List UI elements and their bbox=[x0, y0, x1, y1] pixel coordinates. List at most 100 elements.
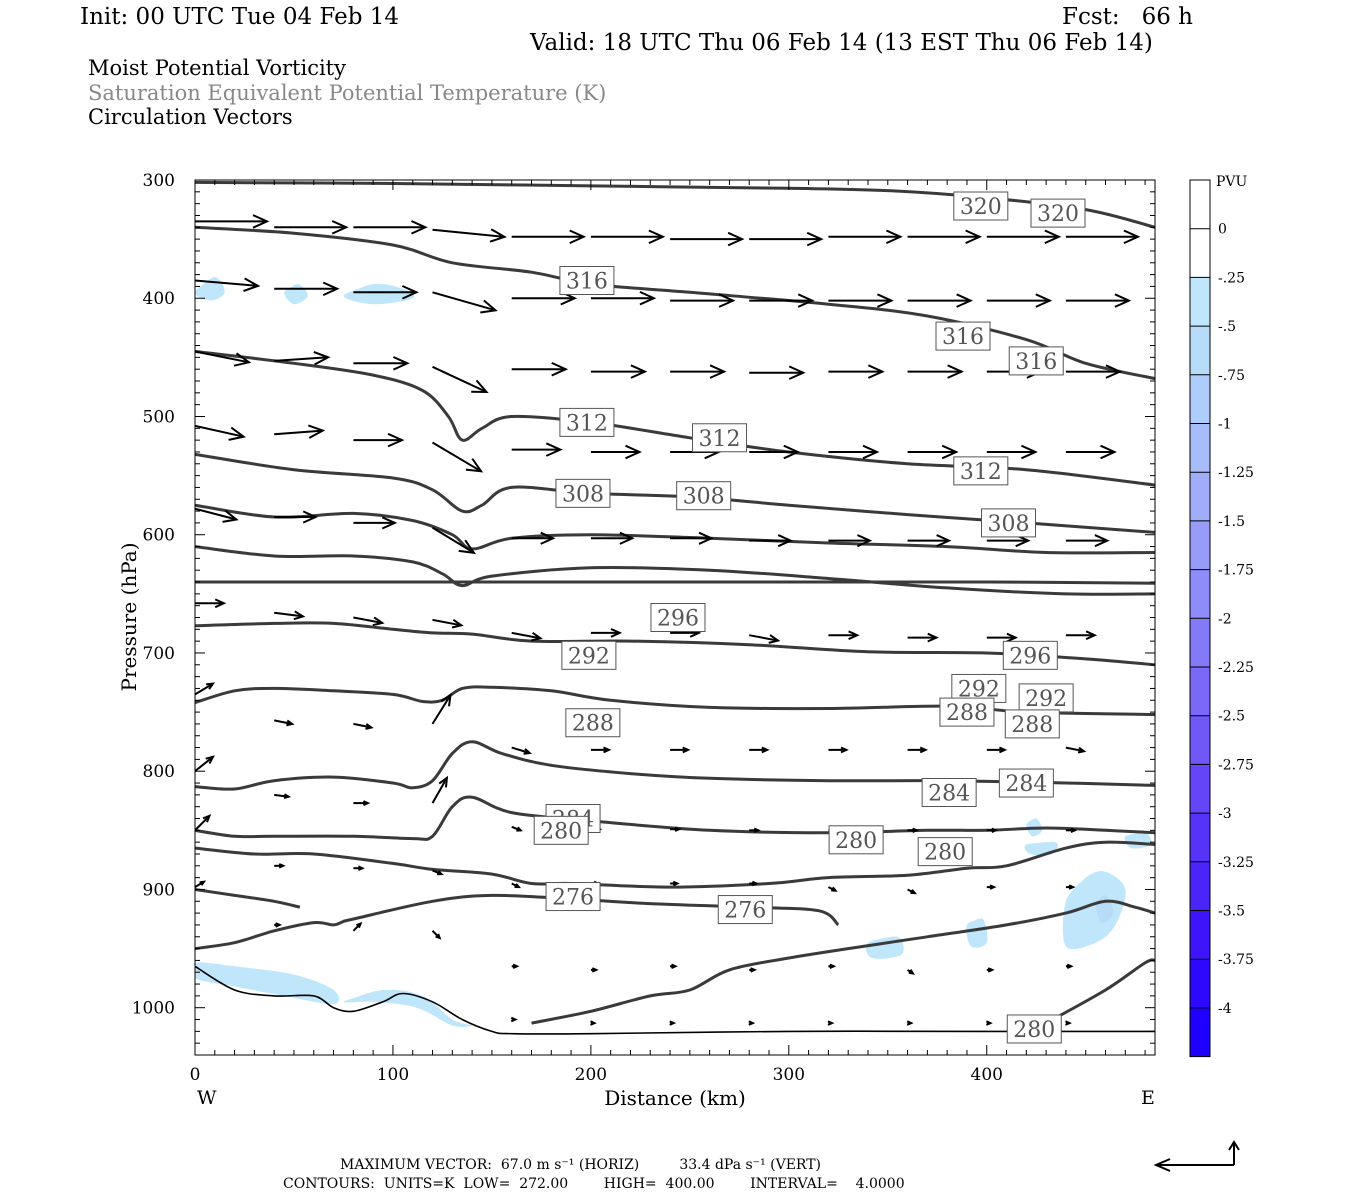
colorbar-label: -1.25 bbox=[1218, 465, 1254, 481]
colorbar-swatch bbox=[1190, 326, 1210, 375]
vector-shaft bbox=[431, 777, 448, 804]
circulation-vector bbox=[986, 229, 1062, 245]
circulation-vector bbox=[907, 293, 974, 308]
theta-contour-312 bbox=[195, 350, 1155, 487]
contour-label-box bbox=[921, 778, 977, 807]
circulation-vector bbox=[431, 693, 452, 725]
circulation-vector bbox=[431, 526, 476, 555]
colorbar-swatch bbox=[1190, 618, 1210, 667]
colorbar-swatch bbox=[1190, 667, 1210, 716]
colorbar-label: -1 bbox=[1218, 417, 1232, 433]
vector-head bbox=[856, 534, 873, 548]
vector-shaft bbox=[274, 719, 293, 725]
contour-label: 308 bbox=[562, 482, 604, 507]
vector-head bbox=[788, 365, 806, 380]
colorbar-swatch bbox=[1190, 520, 1210, 570]
circulation-vector bbox=[353, 356, 410, 371]
circulation-vector bbox=[749, 534, 794, 548]
x-axis-label: Distance (km) bbox=[604, 1086, 746, 1110]
vector-head bbox=[956, 293, 974, 308]
contour-label: 284 bbox=[1005, 772, 1047, 797]
vector-head bbox=[848, 630, 860, 641]
contour-label-box bbox=[939, 697, 995, 727]
contour-label: 296 bbox=[1009, 644, 1051, 669]
contour-label-box bbox=[692, 423, 748, 453]
theta-contour-unlabeled bbox=[195, 503, 1155, 555]
circulation-vector bbox=[274, 922, 283, 928]
circulation-vector bbox=[749, 444, 801, 460]
circulation-vector bbox=[590, 967, 599, 973]
vector-head bbox=[205, 755, 215, 765]
circulation-vector bbox=[431, 775, 449, 804]
circulation-vector bbox=[1065, 229, 1141, 245]
vector-shaft bbox=[195, 756, 214, 772]
theta-contours bbox=[195, 180, 1155, 1025]
circulation-vector bbox=[670, 963, 678, 970]
vector-head bbox=[440, 693, 452, 707]
vector-head bbox=[387, 432, 405, 448]
vector-head bbox=[228, 426, 246, 441]
circulation-vector bbox=[274, 863, 286, 869]
circulation-vector bbox=[906, 1020, 914, 1026]
vector-shaft bbox=[274, 611, 304, 618]
circulation-vector bbox=[670, 364, 727, 379]
reference-vector bbox=[1153, 1140, 1240, 1172]
colorbar-label: -3.5 bbox=[1218, 904, 1245, 920]
colorbar-label: -2 bbox=[1218, 611, 1232, 627]
colorbar-swatch bbox=[1190, 277, 1210, 327]
vector-head bbox=[465, 458, 484, 473]
vector-head bbox=[523, 748, 533, 755]
colorbar-label: -1.5 bbox=[1218, 514, 1245, 530]
vector-head bbox=[202, 814, 212, 823]
circulation-vector bbox=[1065, 534, 1110, 548]
circulation-vector bbox=[828, 746, 849, 754]
vector-head bbox=[307, 424, 326, 439]
circulation-vector bbox=[431, 441, 484, 473]
vector-head bbox=[451, 618, 464, 629]
circulation-vectors bbox=[195, 214, 1141, 1026]
circulation-vector bbox=[352, 921, 363, 932]
terrain-line bbox=[195, 965, 1155, 1035]
vector-head bbox=[313, 351, 331, 366]
circulation-vector bbox=[907, 746, 929, 754]
circulation-vector bbox=[195, 682, 216, 696]
vector-head bbox=[569, 229, 587, 245]
contour-label: 284 bbox=[928, 782, 970, 807]
vector-head bbox=[1105, 364, 1123, 379]
vector-shaft bbox=[195, 279, 259, 287]
vector-head bbox=[908, 969, 916, 975]
circulation-vector bbox=[195, 598, 227, 609]
vector-shaft bbox=[274, 429, 323, 436]
circulation-vector bbox=[907, 444, 959, 460]
contour-label-box bbox=[533, 815, 589, 845]
vector-head bbox=[718, 293, 736, 308]
vector-head bbox=[867, 364, 885, 379]
vector-shaft bbox=[1065, 746, 1085, 753]
x-east-label: E bbox=[1141, 1087, 1155, 1109]
vector-shaft bbox=[195, 815, 211, 832]
vector-head bbox=[630, 364, 648, 379]
contour-label: 296 bbox=[657, 607, 699, 632]
vector-head bbox=[709, 364, 727, 379]
circulation-vector bbox=[828, 444, 880, 460]
circulation-vector bbox=[353, 220, 428, 235]
vector-head bbox=[619, 531, 635, 545]
colorbar-swatch bbox=[1190, 910, 1210, 960]
theta-contour-unlabeled bbox=[531, 899, 1155, 1025]
vector-shaft bbox=[353, 616, 383, 624]
circulation-vector bbox=[353, 865, 365, 871]
vector-head bbox=[286, 719, 295, 727]
circulation-vector bbox=[432, 291, 498, 314]
circulation-vector bbox=[511, 442, 563, 457]
colorbar-label: -3 bbox=[1218, 806, 1232, 822]
vector-head bbox=[435, 933, 442, 940]
vector-head bbox=[751, 880, 759, 887]
circulation-vector bbox=[511, 229, 587, 245]
vector-head bbox=[545, 442, 563, 457]
vector-head bbox=[910, 889, 918, 895]
circulation-vector bbox=[749, 634, 781, 644]
circulation-vector bbox=[670, 293, 736, 308]
circulation-vector bbox=[749, 293, 815, 308]
circulation-vector bbox=[510, 1016, 518, 1023]
